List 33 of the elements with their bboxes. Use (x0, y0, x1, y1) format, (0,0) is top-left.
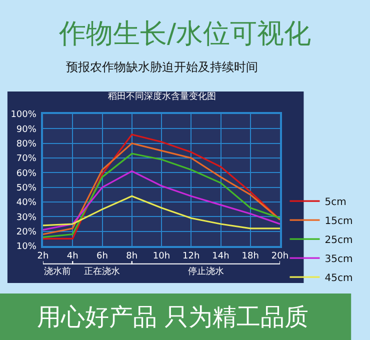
x-tick-label: 14h (212, 252, 230, 262)
legend-label: 15cm (324, 216, 353, 227)
legend-label: 45cm (324, 273, 353, 284)
y-tick-label: 60% (16, 168, 37, 179)
y-tick-label: 20% (16, 227, 37, 238)
y-tick-label: 70% (16, 154, 37, 164)
chart-subtitle: 预报农作物缺水胁迫开始及持续时间 (66, 60, 258, 74)
band-label: 浇水前 (44, 266, 71, 277)
legend-label: 5cm (324, 197, 346, 208)
legend-label: 25cm (324, 235, 353, 246)
y-tick-label: 40% (16, 198, 37, 208)
x-tick-label: 2h (37, 252, 49, 262)
x-tick-label: 10h (152, 252, 170, 262)
legend-label: 35cm (324, 254, 353, 265)
x-tick-label: 18h (242, 252, 259, 262)
x-tick-label: 8h (126, 252, 138, 262)
x-tick-label: 6h (96, 252, 108, 262)
x-tick-label: 12h (182, 252, 200, 262)
text: 稻田不同深度水含量变化图 (108, 91, 216, 102)
x-tick-label: 4h (66, 252, 78, 262)
y-tick-label: 30% (16, 212, 37, 223)
band-label: 正在浇水 (84, 266, 120, 277)
line-series (43, 170, 280, 231)
x-tick-label: 20h (271, 252, 289, 262)
band-label: 停止浇水 (188, 266, 224, 277)
y-tick-label: 100% (10, 110, 37, 120)
y-tick-label: 10% (16, 242, 37, 252)
chart-title: 作物生长/水位可视化 (58, 18, 312, 50)
line-series (43, 195, 280, 230)
y-tick-label: 50% (16, 183, 37, 194)
y-tick-label: 80% (16, 139, 37, 150)
y-tick-label: 90% (16, 124, 37, 135)
text: 用心好产品 只为精工品质 (37, 303, 309, 331)
